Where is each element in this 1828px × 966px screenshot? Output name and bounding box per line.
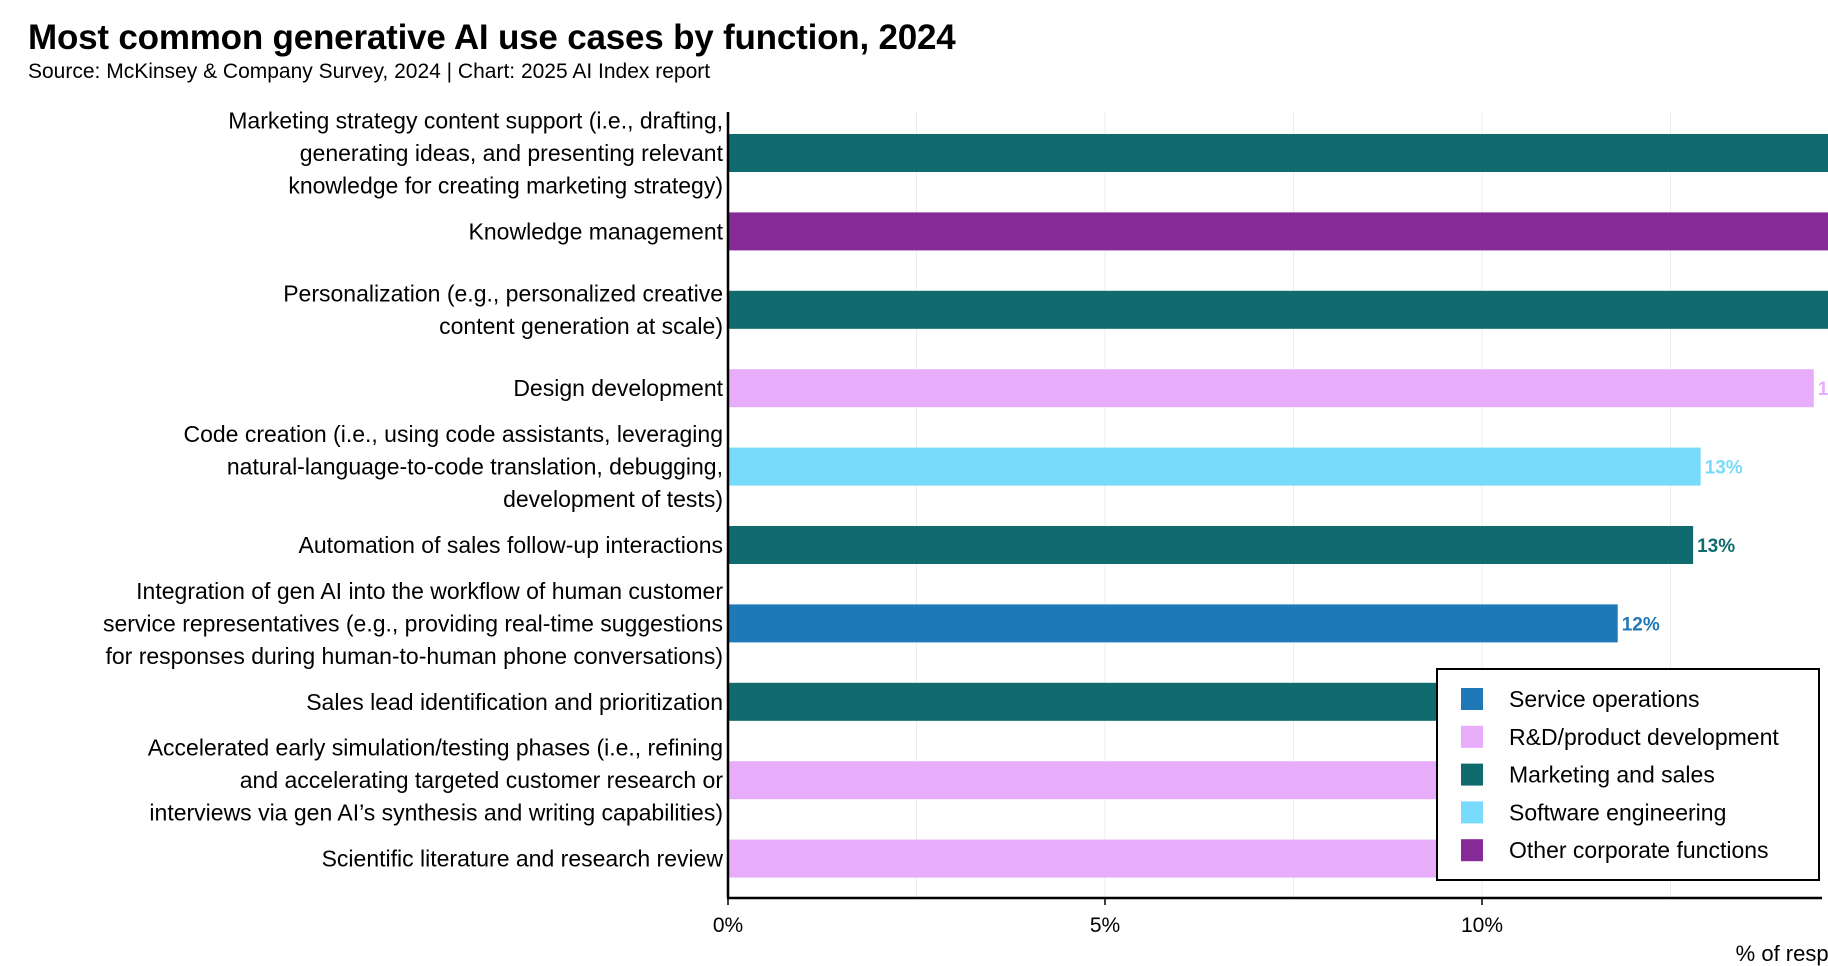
category-label: generating ideas, and presenting relevan… <box>300 140 724 166</box>
category-label: Knowledge management <box>469 218 724 244</box>
category-label: Personalization (e.g., personalized crea… <box>283 281 723 307</box>
category-label: natural-language-to-code translation, de… <box>227 454 723 480</box>
category-label: Accelerated early simulation/testing pha… <box>148 735 723 761</box>
category-label: Code creation (i.e., using code assistan… <box>183 421 723 447</box>
legend-box <box>1436 668 1820 881</box>
bar <box>728 526 1694 564</box>
category-label: Sales lead identification and prioritiza… <box>306 689 723 715</box>
category-label: Marketing strategy content support (i.e.… <box>228 108 723 134</box>
category-labels: Marketing strategy content support (i.e.… <box>103 108 724 872</box>
legend-entry: Service operations <box>1509 686 1700 712</box>
legend-entry: Marketing and sales <box>1509 762 1715 788</box>
axes-group <box>726 112 1822 900</box>
bar-value-label: 12% <box>1622 614 1660 635</box>
legend-entry: R&D/product development <box>1509 724 1779 750</box>
bar <box>728 447 1701 486</box>
x-tick-label: 10% <box>1461 914 1503 937</box>
legend-swatch <box>1461 801 1483 824</box>
legend-swatch <box>1461 763 1483 786</box>
category-label: Automation of sales follow-up interactio… <box>299 532 723 558</box>
legend-entry: Other corporate functions <box>1509 837 1769 863</box>
chart-subtitle: Source: McKinsey & Company Survey, 2024 … <box>28 60 711 83</box>
category-label: Scientific literature and research revie… <box>322 846 724 872</box>
category-label: service representatives (e.g., providing… <box>103 610 723 636</box>
bar <box>728 290 1828 329</box>
category-label: content generation at scale) <box>439 313 723 339</box>
legend-swatch <box>1461 688 1483 710</box>
bars-group: 27%19%19%14%13%13%12%11%11%11% <box>728 134 1828 878</box>
bar <box>728 134 1828 172</box>
legend-swatch <box>1461 725 1483 748</box>
bar-value-label: 14% <box>1818 379 1828 400</box>
bar <box>728 682 1573 721</box>
category-label: for responses during human-to-human phon… <box>105 643 723 669</box>
bar <box>728 212 1828 251</box>
bar-value-label: 13% <box>1705 458 1743 479</box>
bar <box>728 761 1565 800</box>
category-label: development of tests) <box>503 486 723 512</box>
category-label: Design development <box>513 375 723 401</box>
legend-swatch <box>1461 839 1483 862</box>
x-ticks: 0%5%10%15%20%25% <box>713 898 1503 937</box>
bar <box>728 604 1618 643</box>
x-tick-label: 5% <box>1090 914 1120 937</box>
legend: Service operations R&D/product developmen… <box>1436 668 1820 881</box>
bar <box>728 839 1528 878</box>
x-axis-title: % of respondents <box>1736 941 1828 966</box>
category-label: knowledge for creating marketing strateg… <box>288 173 723 199</box>
category-label: Integration of gen AI into the workflow … <box>136 578 723 604</box>
bar <box>728 369 1814 408</box>
legend-entry: Software engineering <box>1509 799 1726 825</box>
category-label: interviews via gen AI’s synthesis and wr… <box>149 800 723 826</box>
bar-value-label: 13% <box>1697 536 1735 557</box>
chart-title: Most common generative AI use cases by f… <box>28 18 956 57</box>
category-label: and accelerating targeted customer resea… <box>240 767 724 793</box>
x-tick-label: 0% <box>713 914 743 937</box>
